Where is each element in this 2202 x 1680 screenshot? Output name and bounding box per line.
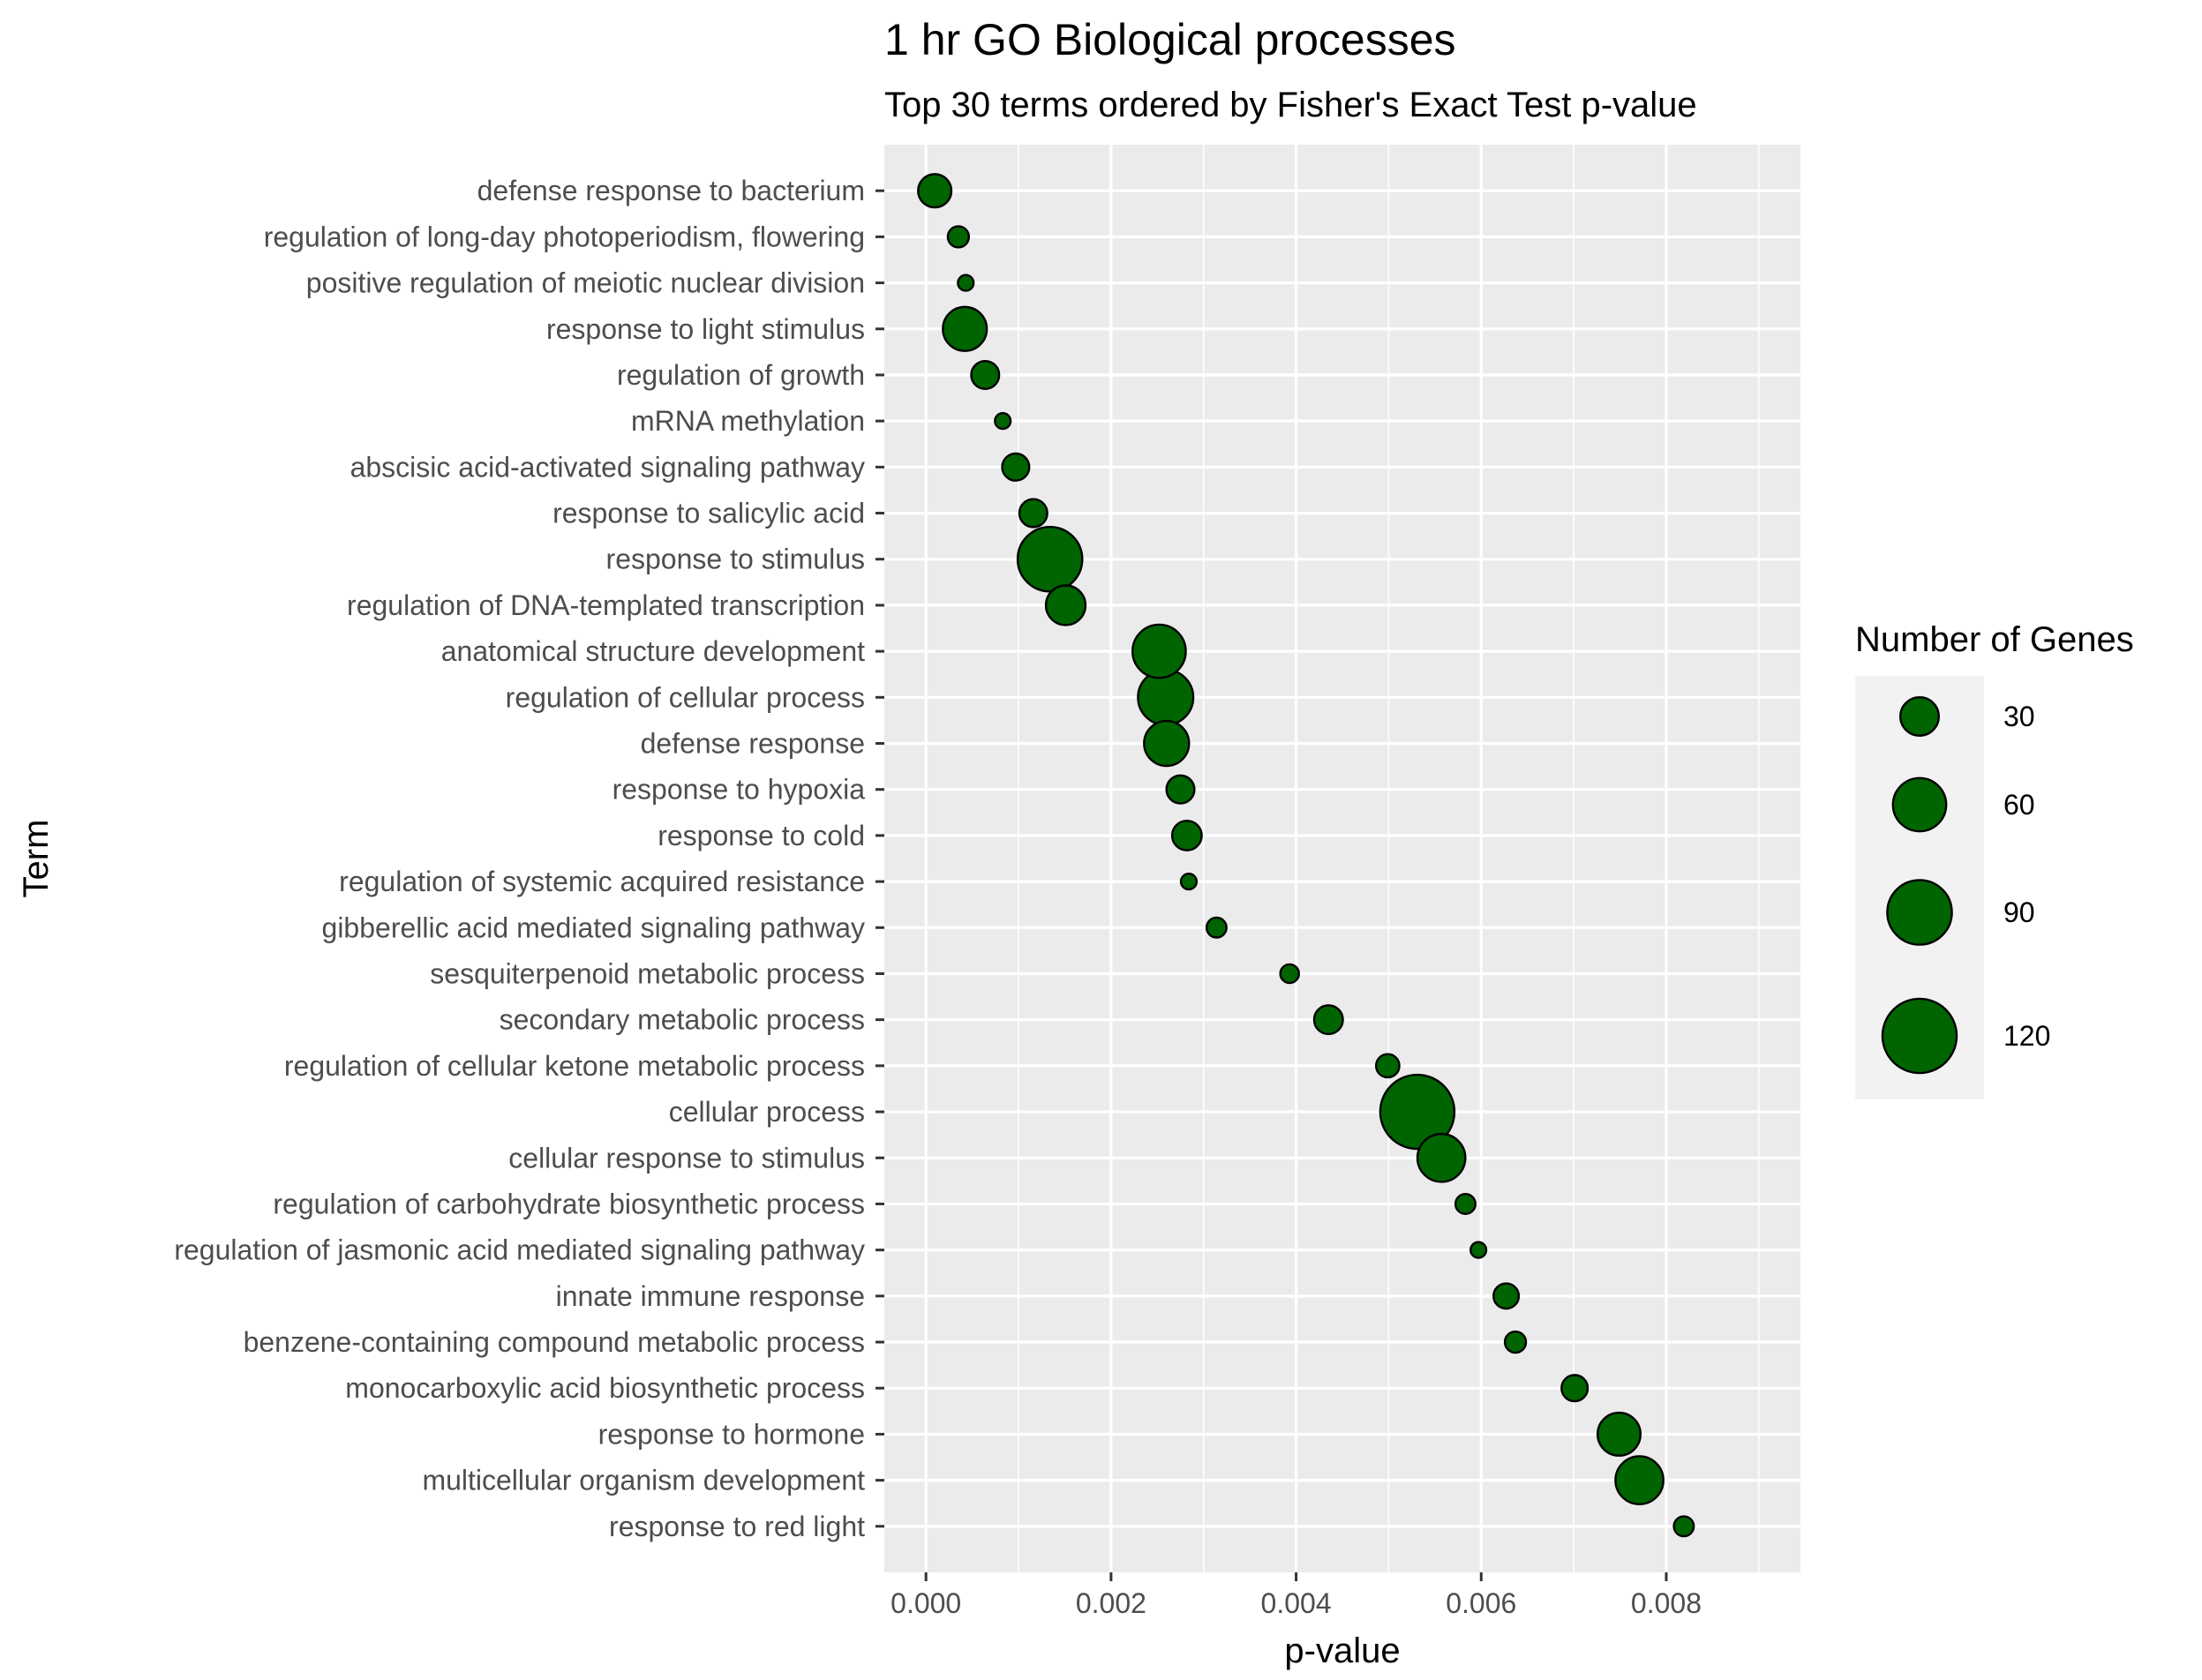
data-point xyxy=(1469,1241,1488,1259)
y-tick-label: defense response to bacterium xyxy=(477,175,865,206)
legend-label: 120 xyxy=(2003,1020,2050,1052)
legend: 30 60 90 120 xyxy=(1881,696,2050,1075)
data-point xyxy=(1143,719,1191,768)
data-point xyxy=(1596,1411,1642,1457)
data-point xyxy=(942,305,988,352)
data-point xyxy=(917,173,953,209)
y-tick-label: regulation of long-day photoperiodism, f… xyxy=(264,221,865,252)
y-tick-label: defense response xyxy=(641,728,865,760)
y-tick-label: abscisic acid-activated signaling pathwa… xyxy=(350,451,865,483)
data-point xyxy=(1018,498,1048,529)
y-tick-label: mRNA methylation xyxy=(631,405,865,437)
y-tick-label: regulation of cellular process xyxy=(506,681,865,713)
y-tick-label: innate immune response xyxy=(556,1280,865,1312)
data-points xyxy=(917,173,1695,1538)
legend-label: 30 xyxy=(2003,701,2035,732)
y-tick-label: cellular response to stimulus xyxy=(508,1142,865,1174)
y-tick-label: sesquiterpenoid metabolic process xyxy=(430,957,865,989)
chart-subtitle: Top 30 terms ordered by Fisher's Exact T… xyxy=(884,86,1697,124)
y-tick-label: benzene-containing compound metabolic pr… xyxy=(244,1326,865,1358)
data-point xyxy=(1560,1374,1589,1403)
legend-label: 90 xyxy=(2003,896,2035,928)
x-tick-label: 0.006 xyxy=(1446,1587,1516,1619)
x-tick-label: 0.008 xyxy=(1631,1587,1702,1619)
legend-key-circle xyxy=(1891,776,1948,833)
y-tick-label: multicellular organism development xyxy=(422,1465,865,1496)
y-tick-label: monocarboxylic acid biosynthetic process xyxy=(345,1372,865,1404)
y-tick-label: response to hypoxia xyxy=(613,774,866,806)
data-point xyxy=(1492,1282,1521,1310)
x-tick-label: 0.004 xyxy=(1261,1587,1332,1619)
data-point xyxy=(1454,1192,1477,1215)
legend-title: Number of Genes xyxy=(1855,620,2134,659)
chart-title: 1 hr GO Biological processes xyxy=(884,15,1456,64)
y-axis-title: Term xyxy=(17,820,56,898)
data-point xyxy=(1379,1073,1456,1151)
y-tick-label: gibberellic acid mediated signaling path… xyxy=(322,911,865,943)
data-point xyxy=(1179,872,1199,891)
x-axis-title: p-value xyxy=(1284,1631,1400,1670)
data-point xyxy=(1170,819,1203,851)
data-point xyxy=(1279,963,1300,985)
y-tick-label: regulation of cellular ketone metabolic … xyxy=(284,1050,865,1082)
data-point xyxy=(1374,1053,1401,1079)
data-point xyxy=(994,412,1012,431)
y-tick-label: response to red light xyxy=(609,1511,865,1542)
data-point xyxy=(1044,584,1087,626)
data-point xyxy=(1614,1455,1665,1505)
y-tick-label: regulation of systemic acquired resistan… xyxy=(339,866,865,897)
y-tick-label: regulation of growth xyxy=(617,359,865,391)
legend-key-circle xyxy=(1886,879,1953,946)
y-axis: defense response to bacterium regulation … xyxy=(174,175,884,1542)
data-point xyxy=(1503,1330,1528,1354)
data-point xyxy=(946,225,971,249)
x-tick-label: 0.000 xyxy=(891,1587,961,1619)
data-point xyxy=(1001,452,1031,482)
legend-key-circle xyxy=(1881,997,1958,1075)
data-point xyxy=(1672,1515,1695,1538)
data-point xyxy=(1312,1004,1344,1036)
y-tick-label: regulation of jasmonic acid mediated sig… xyxy=(174,1234,865,1266)
data-point xyxy=(1165,774,1196,805)
data-point xyxy=(1131,623,1187,679)
data-point xyxy=(1416,1132,1467,1183)
legend-key-circle xyxy=(1899,696,1940,737)
data-point xyxy=(1016,525,1084,593)
y-tick-label: response to stimulus xyxy=(606,544,865,575)
data-point xyxy=(957,274,975,292)
minor-gridlines xyxy=(1018,145,1760,1572)
y-tick-label: positive regulation of meiotic nuclear d… xyxy=(306,267,865,299)
y-tick-label: response to light stimulus xyxy=(546,313,865,345)
y-tick-label: response to hormone xyxy=(598,1418,865,1450)
y-tick-label: anatomical structure development xyxy=(441,635,865,667)
legend-label: 60 xyxy=(2003,789,2035,821)
data-point xyxy=(1205,916,1228,939)
y-tick-label: secondary metabolic process xyxy=(500,1004,865,1036)
y-tick-label: cellular process xyxy=(669,1096,865,1128)
y-tick-label: regulation of DNA-templated transcriptio… xyxy=(347,589,865,621)
y-tick-label: response to cold xyxy=(658,820,865,851)
x-tick-label: 0.002 xyxy=(1076,1587,1146,1619)
x-axis: 0.000 0.002 0.004 0.006 0.008 xyxy=(891,1572,1702,1619)
plot-panel xyxy=(884,145,1800,1572)
data-point xyxy=(970,359,1001,390)
y-tick-label: regulation of carbohydrate biosynthetic … xyxy=(273,1188,865,1219)
y-tick-label: response to salicylic acid xyxy=(552,498,865,529)
